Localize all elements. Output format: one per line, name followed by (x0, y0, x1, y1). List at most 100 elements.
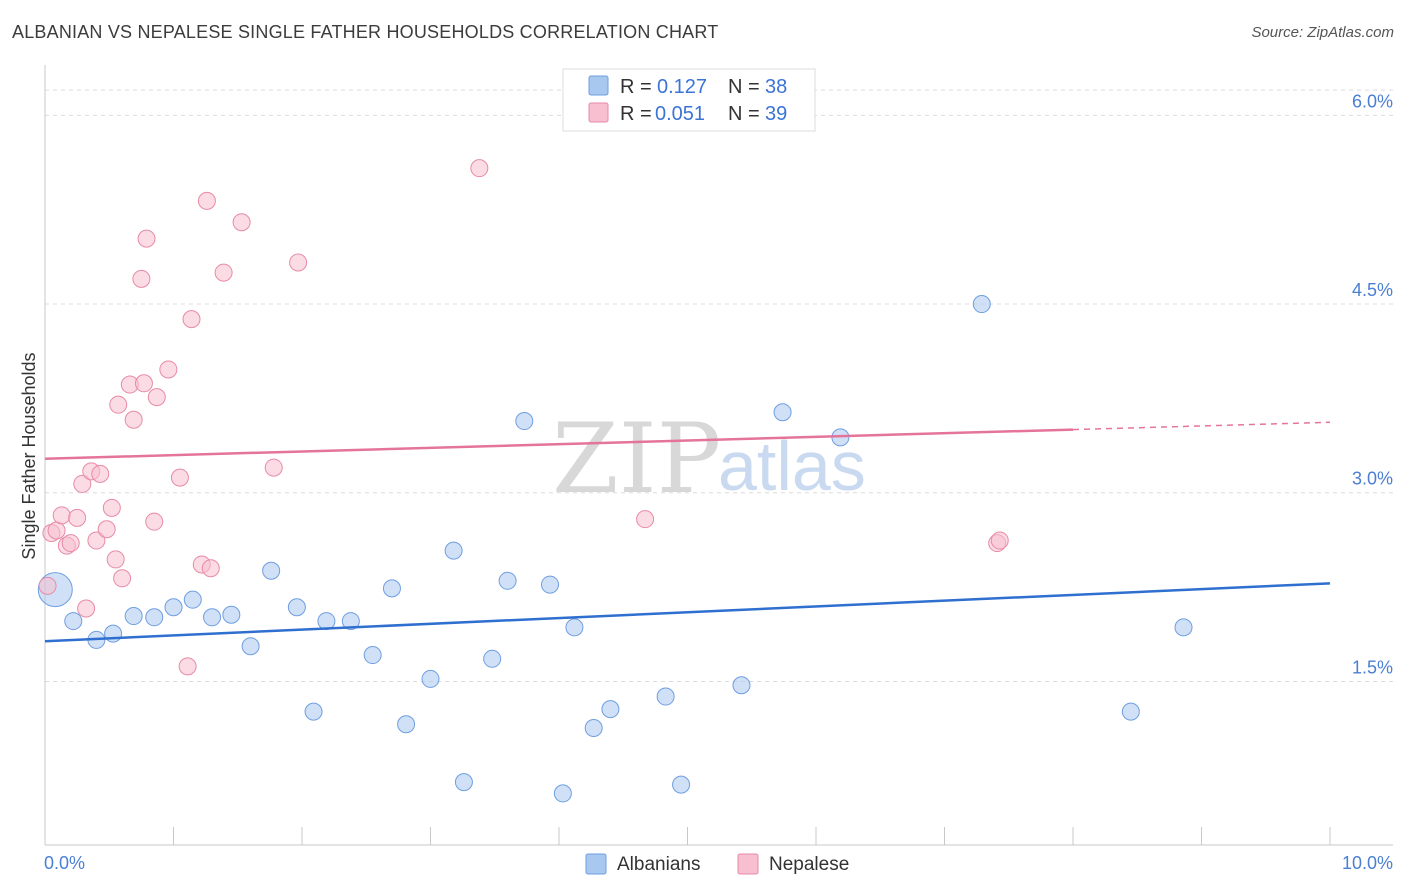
stats-legend: R = 0.127 N = 38 R = 0.051 N = 39 (562, 68, 816, 132)
data-point-albanians (287, 598, 306, 617)
data-point-nepalese (124, 410, 143, 429)
series-legend: Albanians Nepalese (585, 853, 849, 875)
series-legend-label-nepalese: Nepalese (769, 854, 849, 875)
data-point-nepalese (137, 229, 156, 248)
data-point-albanians (732, 676, 751, 695)
data-point-albanians (656, 687, 675, 706)
data-point-nepalese (147, 388, 166, 407)
legend-r-label-albanians: R = (620, 76, 652, 98)
data-point-albanians (145, 608, 164, 627)
data-point-nepalese (134, 374, 153, 393)
data-point-albanians (1121, 702, 1140, 721)
y-tick-labels: 1.5% 3.0% 4.5% 6.0% (1352, 91, 1393, 677)
data-points (37, 159, 1193, 803)
y-tick-label: 6.0% (1352, 91, 1393, 111)
y-tick-label: 4.5% (1352, 280, 1393, 300)
data-point-albanians (454, 773, 473, 792)
data-point-albanians (203, 608, 222, 627)
watermark: ZIP atlas (552, 403, 866, 515)
legend-n-value-albanians: 38 (765, 76, 787, 98)
legend-r-value-albanians: 0.127 (657, 76, 707, 98)
legend-swatch-albanians (588, 75, 609, 96)
data-point-albanians (382, 579, 401, 598)
data-point-nepalese (77, 599, 96, 618)
grid-lines (45, 89, 1393, 682)
data-point-nepalese (201, 559, 220, 578)
data-point-albanians (183, 590, 202, 609)
legend-r-label-nepalese: R = (620, 103, 652, 125)
axes (44, 65, 1393, 846)
data-point-nepalese (113, 569, 132, 588)
watermark-zip: ZIP (552, 403, 721, 515)
data-point-nepalese (197, 191, 216, 210)
data-point-albanians (164, 598, 183, 617)
data-point-nepalese (87, 531, 106, 550)
data-point-albanians (304, 702, 323, 721)
data-point-albanians (64, 612, 83, 631)
data-point-albanians (421, 669, 440, 688)
data-point-nepalese (289, 253, 308, 272)
data-point-albanians (444, 541, 463, 560)
chart-title: ALBANIAN VS NEPALESE SINGLE FATHER HOUSE… (12, 22, 719, 42)
data-point-albanians (498, 571, 517, 590)
data-point-nepalese (52, 506, 71, 525)
data-point-nepalese (109, 395, 128, 414)
series-albanians (37, 295, 1193, 803)
legend-r-value-nepalese: 0.051 (655, 103, 705, 125)
x-tick-label-max: 10.0% (1342, 853, 1393, 873)
data-point-nepalese (214, 263, 233, 282)
data-point-albanians (397, 715, 416, 734)
data-point-nepalese (47, 521, 66, 540)
data-point-nepalese (264, 458, 283, 477)
data-point-nepalese (97, 520, 116, 539)
series-nepalese (38, 159, 1009, 676)
data-point-albanians (601, 700, 620, 719)
data-point-albanians (541, 575, 560, 594)
data-point-nepalese (145, 512, 164, 531)
data-point-nepalese (990, 531, 1009, 550)
data-point-nepalese (91, 464, 110, 483)
series-legend-swatch-nepalese (737, 853, 759, 875)
data-point-albanians (222, 605, 241, 624)
data-point-albanians (262, 561, 281, 580)
data-point-nepalese (470, 159, 489, 178)
data-point-nepalese (106, 550, 125, 569)
data-point-albanians (341, 612, 360, 631)
data-point-albanians (972, 295, 991, 314)
source-credit: Source: ZipAtlas.com (1251, 24, 1394, 41)
data-point-albanians (241, 637, 260, 656)
data-point-nepalese (132, 269, 151, 288)
trend-line-extension-nepalese (1072, 421, 1331, 431)
data-point-albanians (1174, 618, 1193, 637)
trend-line-nepalese (44, 428, 1074, 461)
data-point-nepalese (73, 474, 92, 493)
data-point-albanians (584, 719, 603, 737)
data-point-albanians (363, 646, 382, 665)
data-point-nepalese (159, 360, 178, 379)
y-axis-title: Single Father Households (19, 352, 39, 559)
data-point-nepalese (61, 534, 80, 553)
data-point-nepalese (102, 498, 121, 517)
legend-swatch-nepalese (588, 102, 609, 123)
legend-n-label-nepalese: N = (728, 103, 760, 125)
data-point-nepalese (636, 510, 655, 529)
y-tick-label: 1.5% (1352, 657, 1393, 677)
legend-n-value-nepalese: 39 (765, 103, 787, 125)
trend-line-albanians (44, 582, 1331, 643)
y-tick-label: 3.0% (1352, 469, 1393, 489)
series-legend-label-albanians: Albanians (617, 854, 700, 875)
data-point-nepalese (232, 213, 251, 232)
data-point-albanians (515, 412, 534, 431)
data-point-nepalese (182, 310, 201, 329)
series-legend-swatch-albanians (585, 853, 607, 875)
legend-n-label-albanians: N = (728, 76, 760, 98)
data-point-albanians (565, 618, 584, 637)
data-point-nepalese (170, 468, 189, 487)
data-point-nepalese (38, 576, 57, 595)
data-point-nepalese (68, 508, 87, 527)
data-point-nepalese (178, 657, 197, 676)
x-tick-label-min: 0.0% (44, 853, 85, 873)
trend-lines (44, 421, 1331, 643)
data-point-albanians (483, 649, 502, 668)
